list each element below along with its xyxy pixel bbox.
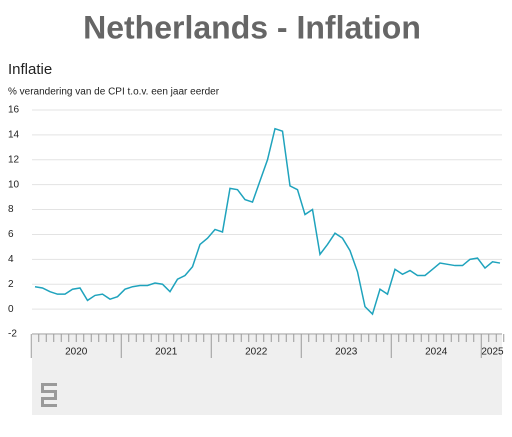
y-tick-label: 8 [8, 204, 14, 215]
y-tick-label: -2 [8, 329, 17, 340]
x-tick-label: 2022 [245, 347, 268, 358]
y-tick-label: 4 [8, 254, 14, 265]
x-tick-label: 2024 [425, 347, 448, 358]
y-tick-label: 12 [8, 154, 20, 165]
y-tick-label: 14 [8, 130, 20, 141]
y-tick-label: 0 [8, 304, 14, 315]
x-tick-label: 2020 [65, 347, 88, 358]
x-tick-label: 2021 [155, 347, 178, 358]
x-tick-label: 2023 [335, 347, 358, 358]
y-tick-label: 10 [8, 179, 20, 190]
axis-band [32, 335, 502, 415]
y-tick-label: 6 [8, 229, 14, 240]
y-axis-label: % verandering van de CPI t.o.v. een jaar… [8, 87, 220, 98]
data-line [34, 127, 501, 316]
y-tick-label: 2 [8, 279, 14, 290]
y-tick-label: 16 [8, 105, 20, 116]
chart-subtitle: Inflatie [8, 61, 52, 78]
logo [41, 383, 57, 407]
chart-title: Netherlands - Inflation [83, 9, 421, 45]
x-tick-label: 2025 [481, 347, 504, 358]
